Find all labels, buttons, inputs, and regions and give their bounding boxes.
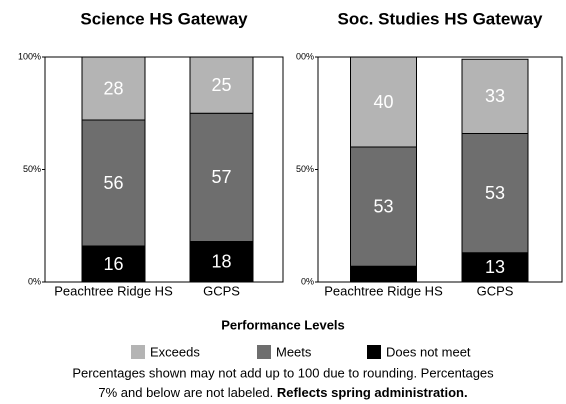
data-label: 53	[373, 196, 393, 216]
y-tick-label: 50%	[23, 164, 41, 174]
legend-swatch	[257, 345, 271, 359]
data-label: 56	[103, 173, 123, 193]
x-tick-label: GCPS	[477, 283, 514, 298]
note: Percentages shown may not add up to 100 …	[72, 365, 494, 380]
legend-swatch	[367, 345, 381, 359]
bar-segment	[461, 58, 529, 134]
legend-label: Does not meet	[386, 344, 471, 359]
x-tick-label: GCPS	[203, 283, 240, 298]
chart-title: Science HS Gateway	[80, 9, 248, 28]
bar-segment	[81, 245, 146, 283]
legend-label: Meets	[276, 344, 312, 359]
y-tick-label: 0%	[28, 276, 41, 286]
bar-segment	[189, 112, 254, 242]
data-label: 40	[373, 92, 393, 112]
y-tick-label: 00%	[296, 51, 314, 61]
data-label: 16	[103, 254, 123, 274]
bar-segment	[461, 252, 529, 283]
data-label: 13	[485, 257, 505, 277]
note: 7% and below are not labeled.	[98, 385, 273, 400]
bar-segment	[350, 146, 417, 267]
bar-segment	[350, 265, 417, 283]
x-tick-label: Peachtree Ridge HS	[324, 283, 443, 298]
chart-title: Soc. Studies HS Gateway	[337, 9, 543, 28]
x-tick-label: Peachtree Ridge HS	[54, 283, 173, 298]
data-label: 28	[103, 78, 123, 98]
y-tick-label: 0%	[301, 276, 314, 286]
data-label: 25	[211, 75, 231, 95]
note-bold: Reflects spring administration.	[277, 385, 468, 400]
data-label: 18	[211, 252, 231, 272]
legend-title: Performance Levels	[221, 317, 345, 332]
data-label: 53	[485, 183, 505, 203]
legend-swatch	[131, 345, 145, 359]
bar-segment	[350, 56, 417, 148]
note: 7% and below are not labeled. Reflects s…	[98, 385, 467, 400]
data-label: 57	[211, 167, 231, 187]
bar-segment	[189, 56, 254, 114]
y-tick-label: 50%	[296, 164, 314, 174]
bar-segment	[81, 56, 146, 121]
y-tick-label: 100%	[18, 51, 41, 61]
data-label: 33	[485, 86, 505, 106]
bar-segment	[461, 133, 529, 254]
legend-label: Exceeds	[150, 344, 200, 359]
bar-segment	[189, 241, 254, 283]
